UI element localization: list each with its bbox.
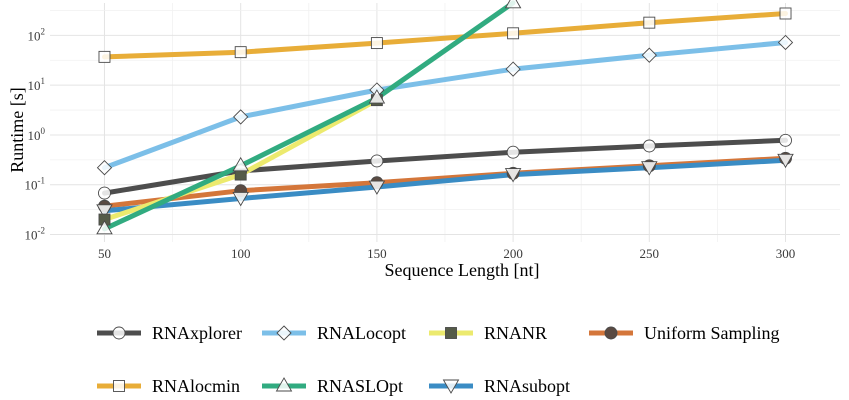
marker-triangle-down	[777, 153, 794, 169]
marker-circle	[370, 154, 384, 168]
marker-triangle-up	[368, 89, 386, 104]
marker-diamond	[777, 34, 794, 51]
legend: RNAxplorer RNALocopt RNANR Uniform Sampling…	[97, 323, 780, 396]
series-line	[102, 0, 516, 232]
marker-circle	[642, 139, 656, 153]
x-tick-label: 100	[231, 246, 251, 261]
marker-triangle-down	[442, 379, 460, 394]
legend-label: RNASLOpt	[317, 376, 403, 396]
marker-circle	[779, 133, 792, 147]
y-tick-label: 100	[28, 126, 46, 143]
series-line	[102, 40, 788, 171]
marker-square	[113, 380, 125, 392]
marker-triangle-up	[504, 0, 522, 9]
x-axis-title: Sequence Length [nt]	[385, 260, 540, 280]
legend-item: RNASLOpt	[262, 376, 403, 396]
legend-label: RNAxplorer	[152, 323, 242, 343]
y-tick-label: 10-1	[25, 176, 46, 193]
marker-triangle-down	[641, 161, 658, 176]
legend-label: Uniform Sampling	[644, 323, 780, 343]
series-markers	[96, 0, 794, 235]
legend-label: RNAsubopt	[484, 376, 570, 396]
x-tick-label: 300	[776, 246, 796, 261]
marker-square	[643, 16, 656, 29]
marker-square	[370, 37, 383, 50]
marker-triangle-down	[504, 168, 522, 183]
marker-square	[779, 7, 792, 20]
series-line	[102, 157, 788, 214]
marker-circle	[506, 145, 520, 159]
marker-triangle-up	[275, 377, 293, 392]
y-tick-label: 101	[28, 76, 46, 93]
x-tick-label: 250	[640, 246, 660, 261]
series-lines	[102, 0, 788, 232]
x-tick-label: 200	[503, 246, 523, 261]
x-tick-labels: 50 100 150 200 250 300	[98, 246, 795, 261]
marker-triangle-down	[96, 204, 113, 219]
legend-item: RNAlocmin	[97, 376, 240, 396]
marker-triangle-up	[96, 219, 113, 235]
marker-diamond	[505, 61, 521, 77]
y-tick-labels: 10-2 10-1 100 101 102	[25, 26, 46, 242]
marker-circle	[604, 326, 618, 340]
marker-triangle-down	[232, 192, 249, 207]
marker-diamond	[641, 47, 657, 63]
legend-item: RNANR	[429, 323, 547, 343]
marker-square	[445, 327, 457, 339]
legend-label: RNAlocmin	[152, 376, 240, 396]
legend-item: RNAxplorer	[97, 323, 242, 343]
legend-item: RNAsubopt	[429, 376, 570, 396]
legend-item: RNALocopt	[262, 323, 406, 343]
marker-square	[234, 46, 247, 59]
legend-label: RNALocopt	[317, 323, 406, 343]
x-tick-label: 50	[98, 246, 111, 261]
marker-square	[507, 27, 520, 40]
y-tick-label: 10-2	[25, 226, 46, 243]
legend-item: Uniform Sampling	[589, 323, 780, 343]
y-axis-title: Runtime [s]	[7, 87, 27, 173]
marker-triangle-up	[232, 156, 249, 172]
x-tick-label: 150	[367, 246, 387, 261]
marker-diamond	[276, 325, 292, 341]
series-line	[102, 11, 788, 60]
marker-circle	[98, 186, 111, 200]
marker-square	[98, 50, 111, 63]
legend-label: RNANR	[484, 323, 547, 343]
marker-circle	[112, 326, 126, 340]
marker-triangle-down	[368, 180, 386, 195]
marker-diamond	[233, 109, 249, 125]
marker-diamond	[96, 160, 113, 176]
y-tick-label: 102	[28, 26, 46, 43]
